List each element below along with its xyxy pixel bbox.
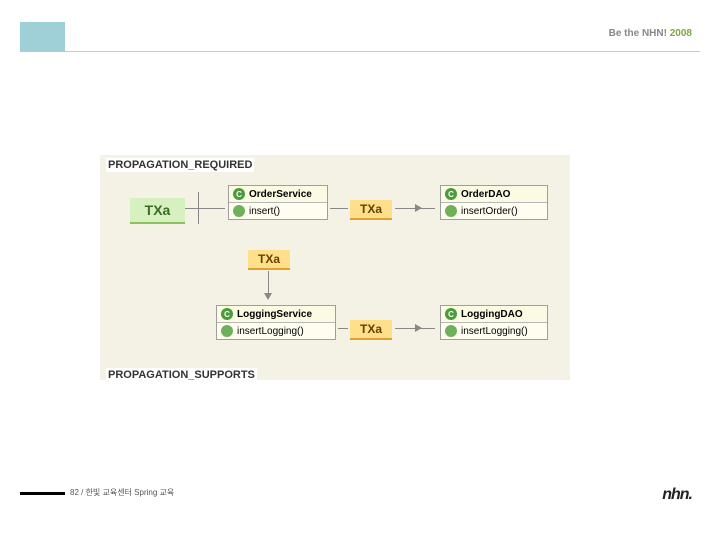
connector-6 (268, 271, 269, 293)
connector-1 (198, 192, 199, 224)
header-tag-text: Be the NHN! (609, 28, 667, 39)
footer-logo: nhn. (662, 486, 692, 504)
class-box-loggingservice: C LoggingService insertLogging() (216, 305, 336, 340)
class-badge-icon: C (445, 188, 457, 200)
method-name: insertLogging() (461, 326, 528, 337)
class-box-orderservice: C OrderService insert() (228, 185, 328, 220)
connector-2 (330, 208, 348, 209)
method-badge-icon (233, 205, 245, 217)
class-name: OrderService (249, 189, 312, 200)
connector-7 (264, 293, 272, 300)
method-name: insert() (249, 206, 280, 217)
class-method-row: insertLogging() (441, 323, 547, 339)
connector-0 (185, 208, 225, 209)
class-name: OrderDAO (461, 189, 510, 200)
tx-label-1: TXa (350, 200, 392, 220)
connector-11 (395, 328, 435, 329)
class-box-orderdao: C OrderDAO insertOrder() (440, 185, 548, 220)
tx-label-2: TXa (248, 250, 290, 270)
footer-rule (20, 492, 65, 495)
tx-label-0: TXa (130, 198, 185, 224)
class-head: C OrderDAO (441, 186, 547, 203)
title-propagation-required: PROPAGATION_REQUIRED (106, 158, 254, 172)
class-name: LoggingDAO (461, 309, 523, 320)
connector-5 (395, 208, 435, 209)
class-method-row: insert() (229, 203, 327, 219)
class-box-loggingdao: C LoggingDAO insertLogging() (440, 305, 548, 340)
method-name: insertOrder() (461, 206, 518, 217)
class-head: C LoggingDAO (441, 306, 547, 323)
class-badge-icon: C (221, 308, 233, 320)
class-head: C OrderService (229, 186, 327, 203)
class-name: LoggingService (237, 309, 312, 320)
class-method-row: insertOrder() (441, 203, 547, 219)
class-badge-icon: C (445, 308, 457, 320)
method-badge-icon (445, 325, 457, 337)
title-propagation-supports: PROPAGATION_SUPPORTS (106, 368, 257, 382)
class-badge-icon: C (233, 188, 245, 200)
class-method-row: insertLogging() (217, 323, 335, 339)
header-tag-year: 2008 (670, 28, 692, 39)
header-color-block (20, 22, 65, 52)
header-rule (20, 22, 700, 52)
class-head: C LoggingService (217, 306, 335, 323)
header-tagline: Be the NHN! 2008 (609, 28, 692, 39)
method-badge-icon (221, 325, 233, 337)
method-badge-icon (445, 205, 457, 217)
footer-page-text: 82 / 한빛 교육센터 Spring 교육 (70, 487, 174, 498)
tx-label-3: TXa (350, 320, 392, 340)
method-name: insertLogging() (237, 326, 304, 337)
connector-8 (338, 328, 348, 329)
